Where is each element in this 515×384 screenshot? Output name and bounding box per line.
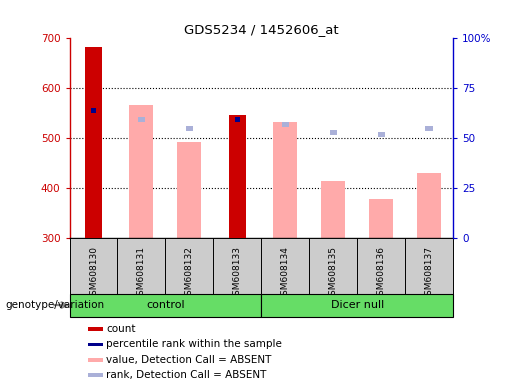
Bar xyxy=(229,115,246,238)
Bar xyxy=(85,47,102,238)
Bar xyxy=(377,132,385,137)
Text: GSM608135: GSM608135 xyxy=(329,247,338,301)
Title: GDS5234 / 1452606_at: GDS5234 / 1452606_at xyxy=(184,23,339,36)
Text: count: count xyxy=(106,324,135,334)
Text: control: control xyxy=(146,300,185,310)
Bar xyxy=(273,122,297,238)
Text: GSM608137: GSM608137 xyxy=(425,247,434,301)
Bar xyxy=(186,126,193,131)
Bar xyxy=(91,108,96,113)
Text: Dicer null: Dicer null xyxy=(331,300,384,310)
Bar xyxy=(88,373,103,377)
Bar xyxy=(88,343,103,346)
Bar xyxy=(417,173,441,238)
Text: GSM608134: GSM608134 xyxy=(281,247,290,301)
Bar xyxy=(88,358,103,362)
Text: rank, Detection Call = ABSENT: rank, Detection Call = ABSENT xyxy=(106,370,266,380)
Bar xyxy=(178,142,201,238)
Bar xyxy=(234,117,241,122)
FancyBboxPatch shape xyxy=(70,294,261,317)
Text: percentile rank within the sample: percentile rank within the sample xyxy=(106,339,282,349)
Bar xyxy=(282,122,289,127)
Text: GSM608132: GSM608132 xyxy=(185,247,194,301)
Text: GSM608136: GSM608136 xyxy=(377,247,386,301)
Text: GSM608131: GSM608131 xyxy=(137,247,146,301)
Text: genotype/variation: genotype/variation xyxy=(5,300,104,310)
Text: GSM608133: GSM608133 xyxy=(233,247,242,301)
FancyBboxPatch shape xyxy=(261,294,453,317)
Bar xyxy=(321,180,345,238)
Text: GSM608130: GSM608130 xyxy=(89,247,98,301)
Bar xyxy=(425,126,433,131)
Bar xyxy=(138,117,145,122)
Bar xyxy=(330,130,337,135)
Bar xyxy=(88,327,103,331)
Bar xyxy=(369,199,393,238)
Bar xyxy=(129,105,153,238)
Text: value, Detection Call = ABSENT: value, Detection Call = ABSENT xyxy=(106,355,271,365)
